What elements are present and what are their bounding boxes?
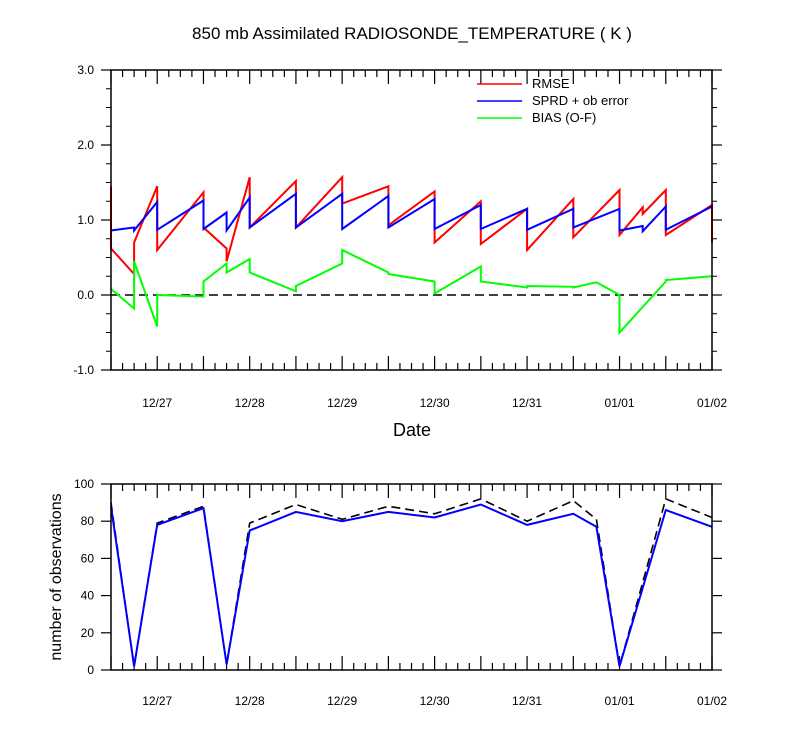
y-tick-label: 20 xyxy=(81,626,95,640)
x-axis-label: Date xyxy=(393,420,431,440)
series-line-assimilated xyxy=(110,503,713,667)
y-tick-label: 0 xyxy=(87,663,94,677)
x-tick-label: 01/02 xyxy=(697,396,727,410)
x-tick-label: 12/28 xyxy=(235,694,265,708)
top-panel-frame xyxy=(110,69,713,371)
x-tick-label: 12/27 xyxy=(142,396,172,410)
series-line-rmse xyxy=(110,174,713,277)
x-tick-label: 01/02 xyxy=(697,694,727,708)
legend-label-bias: BIAS (O-F) xyxy=(532,110,596,125)
legend: RMSE SPRD + ob error BIAS (O-F) xyxy=(477,76,629,125)
x-tick-label: 12/29 xyxy=(327,396,357,410)
x-tick-label: 12/29 xyxy=(327,694,357,708)
top-panel-series xyxy=(110,174,713,336)
y-tick-label: 60 xyxy=(81,551,95,565)
x-tick-label: 12/30 xyxy=(420,396,450,410)
top-panel-tick-labels: -1.0 0.0 1.0 2.0 3.0 12/27 12/28 12/29 12/30 12/3… xyxy=(73,63,727,410)
x-tick-label: 12/27 xyxy=(142,694,172,708)
bottom-panel-frame xyxy=(110,483,713,671)
bottom-panel-tick-labels: 0 20 40 60 80 100 12/27 12/28 12/29 12/30 12/31 01/… xyxy=(74,477,727,708)
x-tick-label: 01/01 xyxy=(605,694,635,708)
y-tick-label: 40 xyxy=(81,589,95,603)
legend-label-rmse: RMSE xyxy=(532,76,570,91)
x-tick-label: 01/01 xyxy=(605,396,635,410)
y-tick-label: 3.0 xyxy=(77,63,94,77)
y-tick-label: 100 xyxy=(74,477,94,491)
chart-title: 850 mb Assimilated RADIOSONDE_TEMPERATUR… xyxy=(192,24,632,43)
y-tick-label: 2.0 xyxy=(77,138,94,152)
legend-label-sprd: SPRD + ob error xyxy=(532,93,629,108)
y-tick-label: 80 xyxy=(81,514,95,528)
x-tick-label: 12/30 xyxy=(420,694,450,708)
y-tick-label: 0.0 xyxy=(77,288,94,302)
x-tick-label: 12/31 xyxy=(512,694,542,708)
series-line-possible xyxy=(110,497,713,667)
series-line-sprd-ob-error xyxy=(110,191,713,234)
y-axis-label-observations: number of observations xyxy=(48,493,65,660)
series-line-bias-o-f xyxy=(110,248,713,336)
x-tick-label: 12/31 xyxy=(512,396,542,410)
bottom-panel-series xyxy=(110,497,713,667)
x-tick-label: 12/28 xyxy=(235,396,265,410)
y-tick-label: 1.0 xyxy=(77,213,94,227)
y-tick-label: -1.0 xyxy=(73,363,94,377)
top-panel-ticks xyxy=(101,69,722,371)
